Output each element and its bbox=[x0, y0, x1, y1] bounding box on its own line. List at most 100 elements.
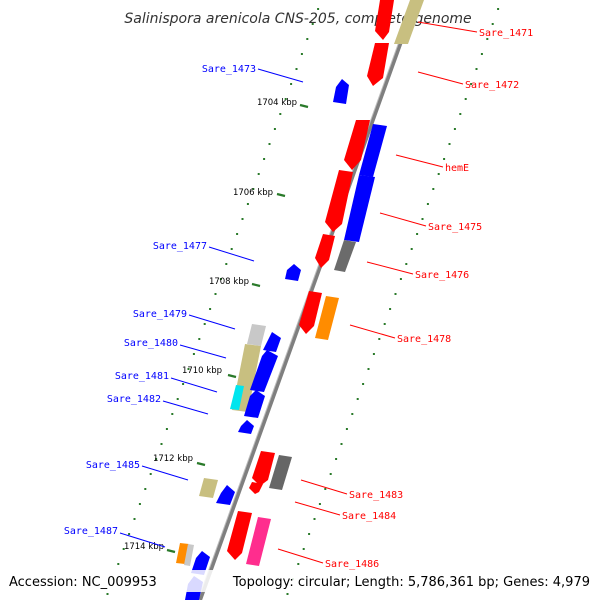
track-dot bbox=[317, 8, 320, 10]
tick-label: 1712 kbp bbox=[153, 454, 193, 464]
gene-sare-1475[interactable] bbox=[325, 170, 353, 232]
track-dot bbox=[160, 443, 163, 445]
track-dot bbox=[182, 383, 185, 385]
track-dot bbox=[459, 113, 462, 115]
track-dot bbox=[187, 368, 190, 370]
track-dot bbox=[486, 38, 489, 40]
gene-label[interactable]: Sare_1481 bbox=[115, 371, 169, 382]
track-dot bbox=[252, 188, 255, 190]
gene-sare-1483[interactable] bbox=[252, 451, 275, 486]
gene-label[interactable]: Sare_1484 bbox=[342, 511, 396, 522]
track-dot bbox=[497, 8, 500, 10]
track-dot bbox=[335, 458, 338, 460]
accession-text: Accession: NC_009953 bbox=[9, 575, 157, 590]
track-dot bbox=[378, 338, 381, 340]
gene-label[interactable]: Sare_1483 bbox=[349, 490, 403, 501]
track-dot bbox=[106, 593, 109, 595]
tick-label: 1708 kbp bbox=[209, 277, 249, 287]
track-dot bbox=[324, 488, 327, 490]
track-dot bbox=[464, 98, 467, 100]
gene-sare-1484[interactable] bbox=[249, 482, 263, 494]
gene-sare-1478[interactable] bbox=[299, 291, 322, 334]
gene-label[interactable]: Sare_1473 bbox=[202, 64, 256, 75]
track-dot bbox=[399, 278, 402, 280]
kbp-ticks bbox=[166, 103, 309, 554]
track-dot bbox=[284, 98, 287, 100]
track-dot bbox=[351, 413, 354, 415]
gene-label[interactable]: Sare_1482 bbox=[107, 394, 161, 405]
gene-sare-1485[interactable] bbox=[216, 485, 235, 505]
gene-orange[interactable] bbox=[315, 296, 339, 340]
track-dot bbox=[394, 293, 397, 295]
reverse-labels bbox=[119, 68, 304, 548]
gene-blue-small[interactable] bbox=[238, 420, 254, 434]
tick-label: 1704 kbp bbox=[257, 98, 297, 108]
gene-label[interactable]: Sare_1475 bbox=[428, 222, 482, 233]
track-dot bbox=[367, 368, 370, 370]
track-dot bbox=[416, 233, 419, 235]
gene-gray-1483[interactable] bbox=[269, 455, 292, 490]
forward-strand-features bbox=[227, 0, 424, 566]
track-dot bbox=[410, 248, 413, 250]
gene-blue-forward-2[interactable] bbox=[344, 175, 375, 242]
track-dot bbox=[279, 113, 282, 115]
gene-red-1476[interactable] bbox=[315, 234, 335, 268]
gene-label[interactable]: Sare_1478 bbox=[397, 334, 451, 345]
track-dot bbox=[257, 173, 260, 175]
tick-label: 1706 kbp bbox=[233, 188, 273, 198]
track-dot bbox=[329, 473, 332, 475]
gene-sare-1471[interactable] bbox=[375, 0, 394, 40]
track-dot bbox=[209, 308, 212, 310]
track-dot bbox=[480, 53, 483, 55]
gene-label[interactable]: Sare_1472 bbox=[465, 80, 519, 91]
track-dot bbox=[219, 278, 222, 280]
track-dot bbox=[295, 68, 298, 70]
gene-label[interactable]: Sare_1485 bbox=[86, 460, 140, 471]
track-dot bbox=[138, 503, 141, 505]
gene-sare-1486[interactable] bbox=[227, 511, 252, 560]
kbp-labels: 1704 kbp 1706 kbp 1708 kbp 1710 kbp 1712… bbox=[124, 98, 297, 552]
track-dot bbox=[241, 218, 244, 220]
track-dot bbox=[432, 188, 435, 190]
gene-label[interactable]: Sare_1486 bbox=[325, 559, 379, 570]
gene-sare-1472[interactable] bbox=[367, 43, 389, 86]
gene-cyan-1481[interactable] bbox=[230, 385, 244, 410]
gene-blue-forward-1[interactable] bbox=[359, 124, 387, 177]
gene-label[interactable]: Sare_1477 bbox=[153, 241, 207, 252]
tick-label: 1714 kbp bbox=[124, 542, 164, 552]
track-dot bbox=[491, 23, 494, 25]
gene-tan-1485[interactable] bbox=[199, 478, 218, 498]
gene-label[interactable]: Sare_1476 bbox=[415, 270, 469, 281]
gene-sare-1473[interactable] bbox=[333, 79, 349, 104]
gene-sare-1487[interactable] bbox=[191, 551, 210, 575]
gene-blue-1480[interactable] bbox=[250, 350, 278, 392]
gene-heme[interactable] bbox=[344, 120, 370, 170]
gene-label[interactable]: Sare_1479 bbox=[133, 309, 187, 320]
gene-blue-1479[interactable] bbox=[263, 332, 281, 352]
track-dot bbox=[236, 233, 239, 235]
track-dot bbox=[302, 548, 305, 550]
gene-label[interactable]: Sare_1487 bbox=[64, 526, 118, 537]
forward-labels bbox=[277, 21, 478, 564]
track-dot bbox=[192, 353, 195, 355]
gene-gray-1479[interactable] bbox=[247, 324, 266, 346]
track-dot bbox=[155, 458, 158, 460]
track-dot bbox=[290, 83, 293, 85]
track-dot bbox=[263, 158, 266, 160]
gene-label[interactable]: Sare_1480 bbox=[124, 338, 178, 349]
gene-sare-1477[interactable] bbox=[285, 264, 301, 281]
gene-gray-1487[interactable] bbox=[184, 544, 194, 566]
gene-label[interactable]: Sare_1471 bbox=[479, 28, 533, 39]
gene-blue-1482[interactable] bbox=[244, 390, 265, 418]
reverse-strand-features bbox=[176, 79, 349, 600]
track-dot bbox=[214, 293, 217, 295]
track-dot bbox=[230, 248, 233, 250]
summary-text: Topology: circular; Length: 5,786,361 bp… bbox=[232, 575, 590, 590]
track-dot bbox=[133, 518, 136, 520]
track-dot bbox=[437, 173, 440, 175]
track-dots bbox=[106, 8, 500, 595]
track-dot bbox=[421, 218, 424, 220]
gene-pink[interactable] bbox=[246, 517, 271, 566]
gene-label[interactable]: hemE bbox=[445, 163, 469, 174]
gene-sare-1476-gray[interactable] bbox=[334, 240, 356, 272]
